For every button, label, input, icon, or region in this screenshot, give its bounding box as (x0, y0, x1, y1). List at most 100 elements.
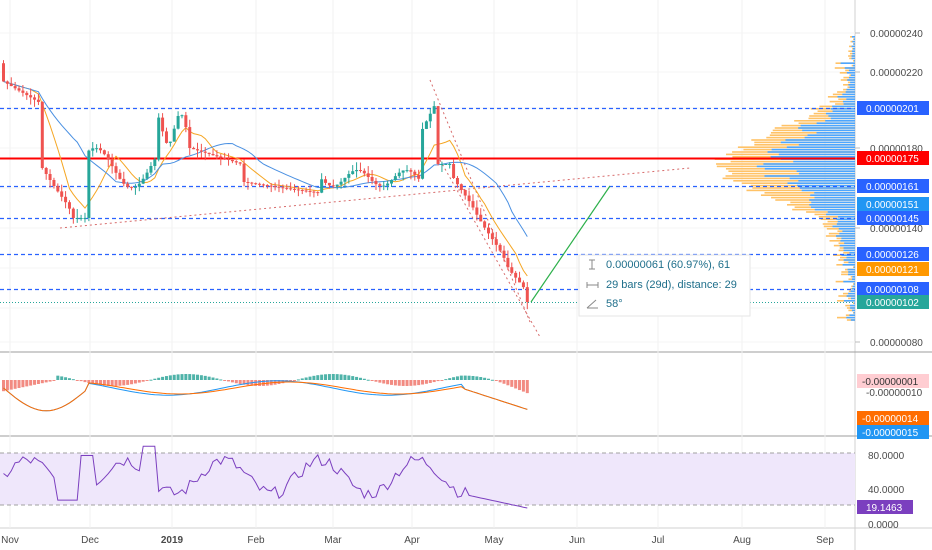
rsi-pane[interactable] (0, 445, 855, 509)
volume-profile-bar (843, 249, 855, 252)
macd-histogram-bar (289, 380, 293, 382)
candle-body (362, 170, 366, 174)
channel-upper-line[interactable] (429, 79, 531, 323)
volume-profile-bar (837, 220, 855, 223)
time-axis-label: Feb (247, 535, 265, 546)
volume-profile-bar (728, 170, 855, 172)
macd-histogram-bar (207, 376, 211, 380)
candle-body (525, 287, 529, 302)
macd-histogram-bar (172, 374, 176, 380)
macd-histogram-bar (413, 380, 417, 386)
candle-body (25, 92, 29, 96)
macd-histogram-bar (409, 380, 413, 386)
volume-profile-bar (850, 81, 855, 84)
candle-body (234, 161, 238, 163)
dotted-trendline[interactable] (59, 167, 691, 229)
rsi-axis[interactable]: 80.0000 40.0000 0.0000 19.1463 (857, 451, 913, 531)
volume-profile-bar (770, 132, 855, 134)
volume-profile-bar (851, 288, 855, 290)
macd-badge[interactable] (857, 411, 929, 425)
volume-profile-bar (852, 40, 855, 43)
macd-histogram-bar (436, 380, 440, 382)
candle-body (258, 183, 262, 185)
candle-body (40, 101, 44, 168)
candle-body (110, 159, 114, 167)
macd-badge[interactable] (857, 425, 929, 439)
price-badge[interactable] (857, 295, 929, 309)
volume-profile-bar (853, 64, 855, 67)
price-badge[interactable] (857, 247, 929, 261)
macd-histogram-bar (13, 380, 17, 389)
drawings[interactable] (59, 79, 691, 338)
candle-body (199, 150, 203, 152)
macd-histogram-bar (199, 375, 203, 380)
rsi-badge[interactable] (857, 500, 913, 514)
candle-body (393, 176, 397, 181)
macd-axis[interactable]: -0.00000010-0.00000001 -0.00000014 -0.0000… (857, 374, 929, 439)
price-badge[interactable] (857, 151, 929, 165)
candle-body (316, 192, 320, 194)
volume-profile-bar (843, 280, 855, 283)
volume-profile-bar (840, 62, 855, 64)
macd-histogram-bar (467, 375, 471, 380)
channel-lower-line[interactable] (439, 159, 541, 338)
price-badge[interactable] (857, 179, 929, 193)
moving-averages (3, 81, 528, 277)
price-axis[interactable]: 0.00000240 0.00000220 0.00000180 0.00000140… (855, 29, 929, 349)
candle-body (99, 148, 102, 151)
macd-histogram-bar (102, 380, 106, 386)
macd-histogram-bar (428, 380, 432, 383)
candle-body (176, 115, 180, 129)
candle-body (250, 182, 254, 184)
macd-pane[interactable] (2, 374, 529, 412)
volume-profile-bar (810, 206, 855, 208)
price-badge[interactable] (857, 211, 929, 225)
macd-histogram-bar (304, 377, 308, 380)
volume-profile-bar (804, 136, 855, 139)
price-badge[interactable] (857, 262, 929, 276)
macd-histogram-bar (521, 380, 525, 392)
volume-profile-bar (767, 151, 855, 153)
candle-body (118, 172, 122, 179)
volume-profile-bar (848, 50, 855, 52)
macd-histogram-bar (502, 380, 506, 384)
candle-body (459, 184, 463, 190)
candle-body (106, 154, 110, 160)
volume-profile-bar (848, 273, 855, 276)
candle-body (312, 191, 316, 193)
candle-body (265, 185, 269, 186)
candle-body (180, 115, 184, 117)
time-axis-label: Nov (1, 535, 19, 546)
macd-histogram-bar (440, 380, 444, 381)
macd-histogram-bar (79, 380, 83, 382)
candle-body (413, 171, 417, 175)
volume-profile-bar (853, 302, 855, 304)
candle-body (285, 187, 289, 189)
ma-slow-line (3, 81, 528, 237)
candle-body (483, 221, 487, 228)
macd-badge[interactable] (857, 374, 929, 388)
volume-profile-bar (851, 297, 855, 300)
price-badge[interactable] (857, 101, 929, 115)
volume-profile-bar (852, 276, 855, 278)
macd-histogram-bar (52, 380, 56, 381)
volume-profile-bar (847, 268, 855, 271)
candle-body (273, 186, 277, 188)
volume-profile-bar (771, 148, 855, 151)
candle-body (514, 272, 518, 278)
time-axis[interactable]: Nov Dec 2019 Feb Mar Apr May Jun Jul Aug Sep (1, 535, 834, 546)
candle-body (487, 227, 490, 234)
price-badge[interactable] (857, 197, 929, 211)
macd-histogram-bar (238, 380, 242, 385)
macd-histogram-bar (75, 380, 79, 381)
candle-body (479, 214, 483, 222)
price-badge[interactable] (857, 282, 929, 296)
macd-histogram-bar (351, 376, 355, 380)
projection-line[interactable] (530, 185, 611, 303)
volume-profile-bar (851, 45, 855, 48)
volume-profile-bar (841, 237, 855, 240)
volume-profile-bar (826, 213, 855, 216)
price-badge-text: 0.00000121 (866, 265, 919, 276)
